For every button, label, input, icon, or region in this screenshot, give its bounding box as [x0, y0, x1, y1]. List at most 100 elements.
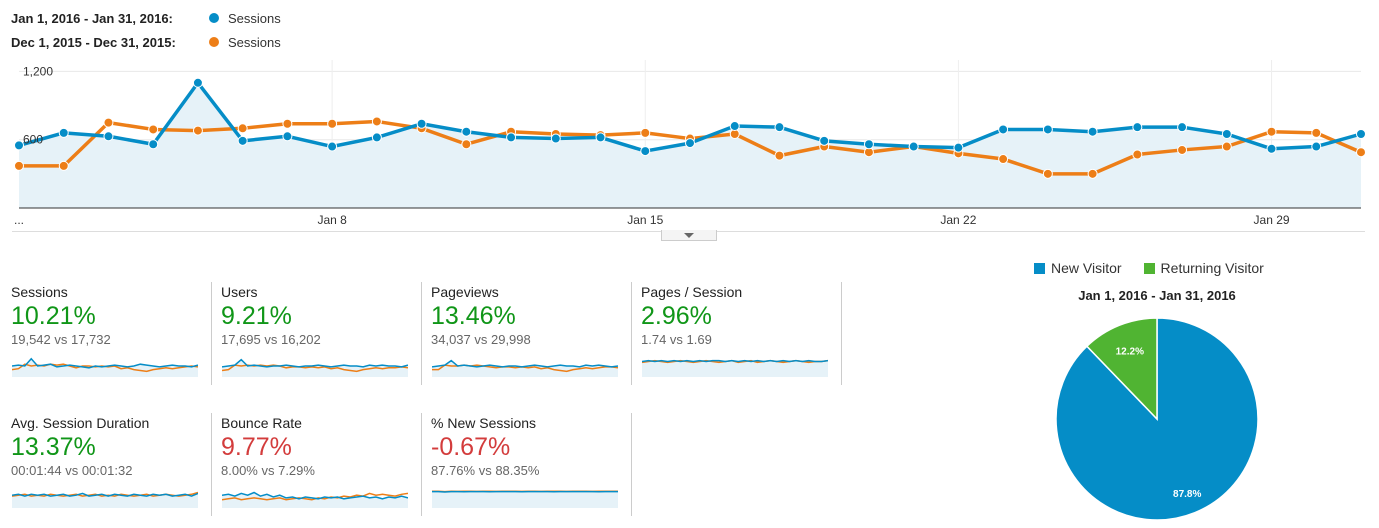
data-point[interactable]: [595, 132, 606, 143]
data-point[interactable]: [58, 127, 69, 138]
data-point[interactable]: [1042, 168, 1053, 179]
metric-name: % New Sessions: [431, 415, 537, 431]
data-point[interactable]: [550, 133, 561, 144]
data-point[interactable]: [1132, 122, 1143, 133]
pie-legend-returning-visitor[interactable]: Returning Visitor: [1143, 260, 1264, 276]
sessions-line-chart: 1,200 600... Jan 8 Jan 15 Jan 22 Jan 29: [14, 60, 1366, 227]
current-period-metric: Sessions: [228, 10, 281, 26]
metric-tile[interactable]: Sessions 10.21% 19,542 vs 17,732: [11, 282, 212, 385]
returning-visitor-swatch-icon: [1143, 262, 1155, 274]
data-point[interactable]: [1266, 126, 1277, 137]
data-point[interactable]: [1177, 144, 1188, 155]
data-point[interactable]: [371, 132, 382, 143]
data-point[interactable]: [103, 131, 114, 142]
data-point[interactable]: [685, 138, 695, 149]
metric-tile[interactable]: Pageviews 13.46% 34,037 vs 29,998: [431, 282, 632, 385]
metric-name: Pages / Session: [641, 284, 743, 300]
metric-sparkline: [12, 491, 198, 508]
data-point[interactable]: [416, 118, 427, 129]
metric-name: Avg. Session Duration: [11, 415, 150, 431]
metric-change: 13.37%: [11, 433, 96, 461]
data-point[interactable]: [998, 124, 1009, 135]
data-point[interactable]: [640, 146, 651, 157]
data-point[interactable]: [192, 125, 203, 136]
metric-name: Sessions: [11, 284, 68, 300]
data-point[interactable]: [1356, 129, 1366, 139]
sparkline-area: [642, 360, 828, 377]
data-point[interactable]: [640, 127, 651, 138]
data-point[interactable]: [863, 139, 874, 150]
metric-tile[interactable]: Users 9.21% 17,695 vs 16,202: [221, 282, 422, 385]
data-point[interactable]: [774, 122, 785, 133]
data-point[interactable]: [282, 118, 293, 129]
data-point[interactable]: [461, 139, 472, 150]
data-point[interactable]: [103, 117, 114, 128]
pie-legend-new-visitor[interactable]: New Visitor: [1034, 260, 1122, 276]
metric-tile[interactable]: Bounce Rate 9.77% 8.00% vs 7.29%: [221, 413, 422, 516]
x-tick-label: Jan 29: [1254, 213, 1290, 227]
data-point[interactable]: [148, 124, 159, 135]
data-point[interactable]: [506, 132, 517, 143]
data-point[interactable]: [1311, 127, 1322, 138]
data-point[interactable]: [1266, 143, 1277, 154]
collapse-chart-button[interactable]: [661, 230, 717, 241]
metric-comparison: 1.74 vs 1.69: [641, 332, 712, 347]
pie-slice-label: 12.2%: [1116, 347, 1144, 358]
data-point[interactable]: [953, 142, 964, 153]
data-point[interactable]: [1132, 149, 1143, 160]
data-point[interactable]: [1311, 141, 1322, 152]
data-point[interactable]: [237, 123, 248, 134]
metric-tile[interactable]: Avg. Session Duration 13.37% 00:01:44 vs 0…: [11, 413, 212, 516]
metric-change: 2.96%: [641, 302, 712, 330]
data-point[interactable]: [237, 135, 248, 146]
sparkline-current: [642, 359, 828, 363]
data-point[interactable]: [14, 140, 24, 151]
sparkline-area: [222, 359, 408, 377]
data-point[interactable]: [774, 150, 785, 161]
data-point[interactable]: [1356, 147, 1366, 158]
data-point[interactable]: [282, 131, 293, 142]
visitor-type-pie-chart: 87.8% 12.2%: [1055, 317, 1259, 521]
data-point[interactable]: [327, 141, 338, 152]
data-point[interactable]: [1221, 141, 1232, 152]
previous-period-range: Dec 1, 2015 - Dec 31, 2015:: [11, 34, 176, 50]
metric-sparkline: [432, 359, 618, 377]
data-point[interactable]: [371, 116, 382, 127]
metric-name: Pageviews: [431, 284, 499, 300]
data-point[interactable]: [1087, 126, 1098, 137]
pie-slice-1[interactable]: [1085, 317, 1158, 421]
metric-tile[interactable]: Pages / Session 2.96% 1.74 vs 1.69: [641, 282, 842, 385]
chevron-down-icon: [684, 233, 694, 238]
metric-sparkline: [222, 358, 408, 377]
sparkline-current: [222, 491, 408, 500]
metric-change: -0.67%: [431, 433, 511, 461]
data-point[interactable]: [1087, 168, 1098, 179]
pie-slice-label: 87.8%: [1173, 489, 1201, 500]
data-point[interactable]: [148, 139, 159, 150]
data-point[interactable]: [908, 141, 919, 152]
data-point[interactable]: [1042, 124, 1053, 135]
data-point[interactable]: [327, 118, 338, 129]
data-point[interactable]: [1177, 122, 1188, 133]
x-tick-label: Jan 15: [627, 213, 663, 227]
x-tick-label: Jan 22: [940, 213, 976, 227]
current-period-range: Jan 1, 2016 - Jan 31, 2016:: [11, 10, 173, 26]
data-point[interactable]: [1221, 129, 1232, 139]
metric-sparkline: [222, 491, 408, 508]
data-point[interactable]: [14, 160, 24, 171]
data-point[interactable]: [192, 77, 203, 88]
previous-period-metric: Sessions: [228, 34, 281, 50]
pie-title: Jan 1, 2016 - Jan 31, 2016: [1078, 288, 1236, 303]
metric-comparison: 17,695 vs 16,202: [221, 332, 321, 347]
data-point[interactable]: [58, 160, 69, 171]
legend-previous-period: Dec 1, 2015 - Dec 31, 2015: Sessions: [11, 33, 281, 51]
metric-change: 9.77%: [221, 433, 292, 461]
data-point[interactable]: [461, 126, 472, 137]
metric-tile[interactable]: % New Sessions -0.67% 87.76% vs 88.35%: [431, 413, 632, 516]
data-point[interactable]: [819, 135, 830, 146]
data-point[interactable]: [729, 121, 740, 132]
data-point[interactable]: [998, 154, 1009, 165]
sparkline-area: [12, 358, 198, 377]
sparkline-area: [432, 360, 618, 377]
pie-legend: New Visitor Returning Visitor: [1034, 260, 1286, 276]
